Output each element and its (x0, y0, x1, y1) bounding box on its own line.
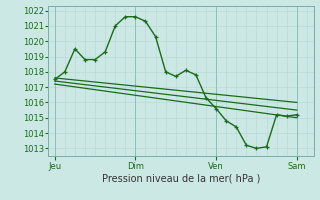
X-axis label: Pression niveau de la mer( hPa ): Pression niveau de la mer( hPa ) (102, 173, 260, 183)
